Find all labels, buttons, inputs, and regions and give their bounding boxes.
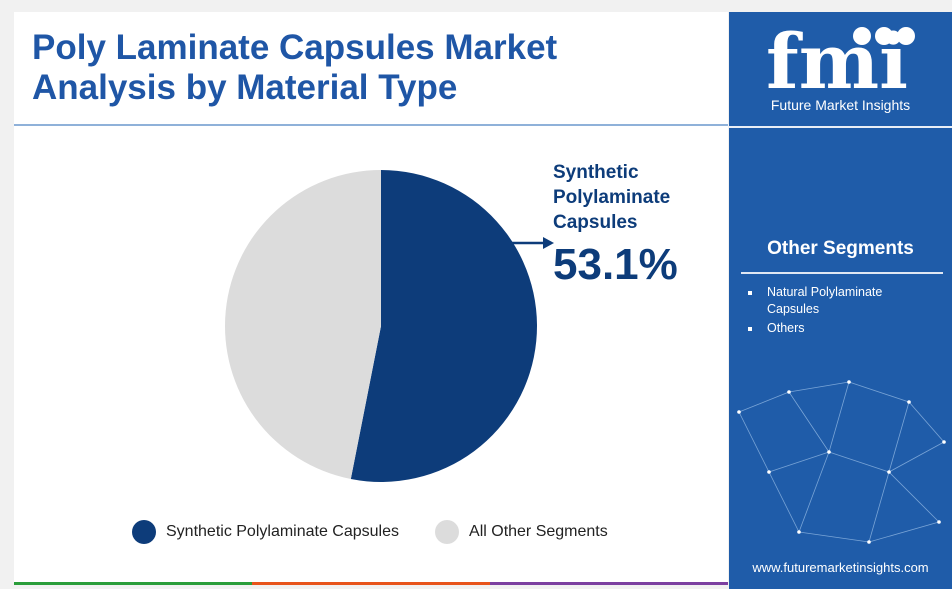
globe-icon [853, 27, 871, 45]
title-line-2: Analysis by Material Type [32, 68, 458, 107]
sidebar-divider [729, 126, 952, 128]
callout-label-line-3: Capsules [553, 212, 638, 233]
fmi-logo: fmi [766, 22, 915, 97]
list-item: Others [745, 320, 937, 337]
legend-label-other: All Other Segments [469, 523, 608, 540]
other-segments-divider [741, 272, 943, 274]
bottom-bar-segment [14, 582, 252, 585]
pie-slice-synthetic [350, 170, 537, 482]
pie-slice-other [224, 170, 381, 480]
legend-swatch-other [435, 520, 460, 544]
callout-label-line-1: Synthetic [553, 162, 639, 183]
callout-label: Synthetic Polylaminate Capsules [553, 160, 723, 235]
legend-label-synthetic: Synthetic Polylaminate Capsules [166, 523, 400, 540]
bottom-bar-segment [252, 582, 490, 585]
other-segments-title: Other Segments [767, 238, 914, 259]
website-url: www.futuremarketinsights.com [752, 560, 929, 575]
chart-legend: Synthetic Polylaminate Capsules All Othe… [132, 520, 644, 544]
globe-icon [897, 27, 915, 45]
callout-value: 53.1% [553, 240, 678, 289]
legend-item-other: All Other Segments [435, 520, 608, 544]
chart-card: Poly Laminate Capsules Market Analysis b… [14, 12, 728, 585]
page-title: Poly Laminate Capsules Market Analysis b… [32, 28, 557, 108]
bottom-color-bar [14, 582, 728, 585]
legend-swatch-synthetic [132, 520, 156, 544]
legend-item-synthetic: Synthetic Polylaminate Capsules [132, 520, 399, 544]
sidebar-panel: fmi Future Market Insights Other Segment… [729, 12, 952, 589]
pie-chart [224, 170, 537, 482]
callout-arrow-icon [511, 237, 554, 249]
logo-subtitle: Future Market Insights [770, 97, 911, 113]
other-segments-list: Natural Polylaminate Capsules Others [745, 284, 937, 339]
callout-label-line-2: Polylaminate [553, 187, 671, 208]
list-item: Natural Polylaminate Capsules [745, 284, 937, 318]
network-decoration [737, 380, 946, 544]
globe-icon [875, 27, 893, 45]
bottom-bar-segment [490, 582, 728, 585]
title-line-1: Poly Laminate Capsules Market [32, 28, 558, 67]
title-divider [14, 124, 728, 126]
